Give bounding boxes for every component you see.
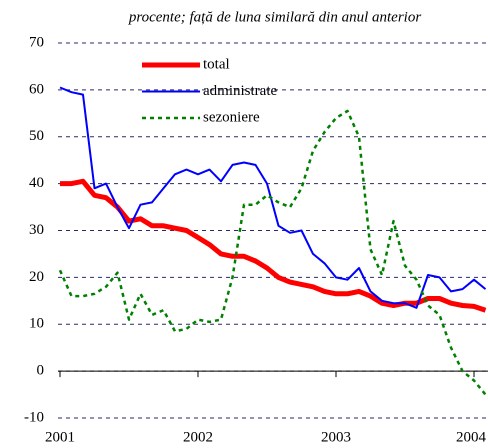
x-tick-label: 2002: [183, 429, 213, 445]
x-tick-label: 2004: [456, 429, 487, 445]
x-tick-label: 2003: [321, 429, 351, 445]
series-line: [58, 109, 487, 396]
x-tick-label: 2001: [45, 429, 75, 445]
y-tick-label: 10: [29, 316, 44, 332]
legend-label: administrate: [203, 83, 277, 99]
y-tick-label: 20: [29, 269, 44, 285]
y-tick-label: 50: [29, 128, 44, 144]
y-tick-label: -10: [24, 409, 44, 425]
y-tick-label: 60: [29, 81, 44, 97]
y-tick-label: 70: [29, 34, 44, 50]
y-tick-label: 0: [37, 363, 45, 379]
legend-label: sezoniere: [203, 109, 260, 125]
series-line: [59, 86, 487, 309]
series-line: [60, 178, 487, 313]
y-tick-label: 40: [29, 175, 44, 191]
y-tick-label: 30: [29, 222, 44, 238]
legend-label: total: [203, 56, 230, 72]
chart-subtitle: procente; față de luna similară din anul…: [128, 9, 422, 25]
